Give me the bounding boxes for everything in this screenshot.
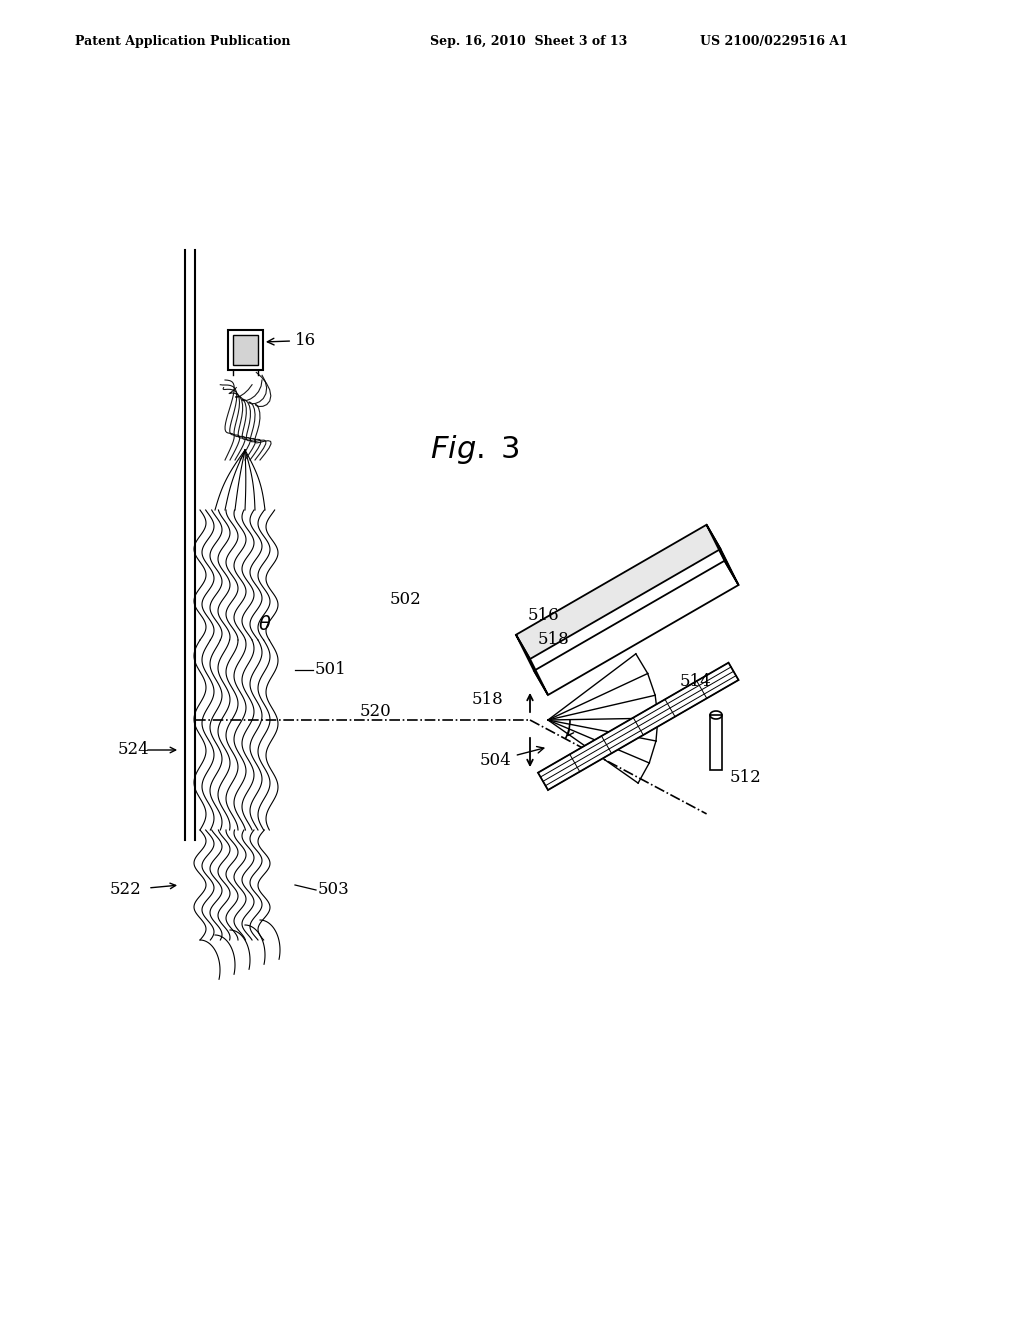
Bar <box>233 335 258 366</box>
Text: 514: 514 <box>680 673 712 690</box>
Polygon shape <box>534 561 738 696</box>
Text: US 2100/0229516 A1: US 2100/0229516 A1 <box>700 36 848 49</box>
Text: 502: 502 <box>390 591 422 609</box>
Polygon shape <box>516 525 721 659</box>
Text: 520: 520 <box>360 704 392 721</box>
Text: 518: 518 <box>538 631 569 648</box>
Text: 503: 503 <box>318 882 350 899</box>
Text: Patent Application Publication: Patent Application Publication <box>75 36 291 49</box>
Text: $\theta$: $\theta$ <box>258 615 271 635</box>
Text: 16: 16 <box>267 333 316 348</box>
Text: 524: 524 <box>118 742 150 759</box>
Text: 512: 512 <box>730 770 762 787</box>
Text: $\it{Fig.}$ $\it{3}$: $\it{Fig.}$ $\it{3}$ <box>430 433 520 466</box>
Polygon shape <box>538 663 738 789</box>
Text: 518: 518 <box>472 692 504 709</box>
Polygon shape <box>516 635 548 696</box>
Text: 522: 522 <box>110 882 141 899</box>
Polygon shape <box>707 525 738 585</box>
Text: 504: 504 <box>480 747 544 770</box>
Text: 516: 516 <box>528 606 560 623</box>
Text: 501: 501 <box>315 661 347 678</box>
Bar <box>710 715 722 770</box>
Bar <box>228 330 263 370</box>
Text: Sep. 16, 2010  Sheet 3 of 13: Sep. 16, 2010 Sheet 3 of 13 <box>430 36 628 49</box>
